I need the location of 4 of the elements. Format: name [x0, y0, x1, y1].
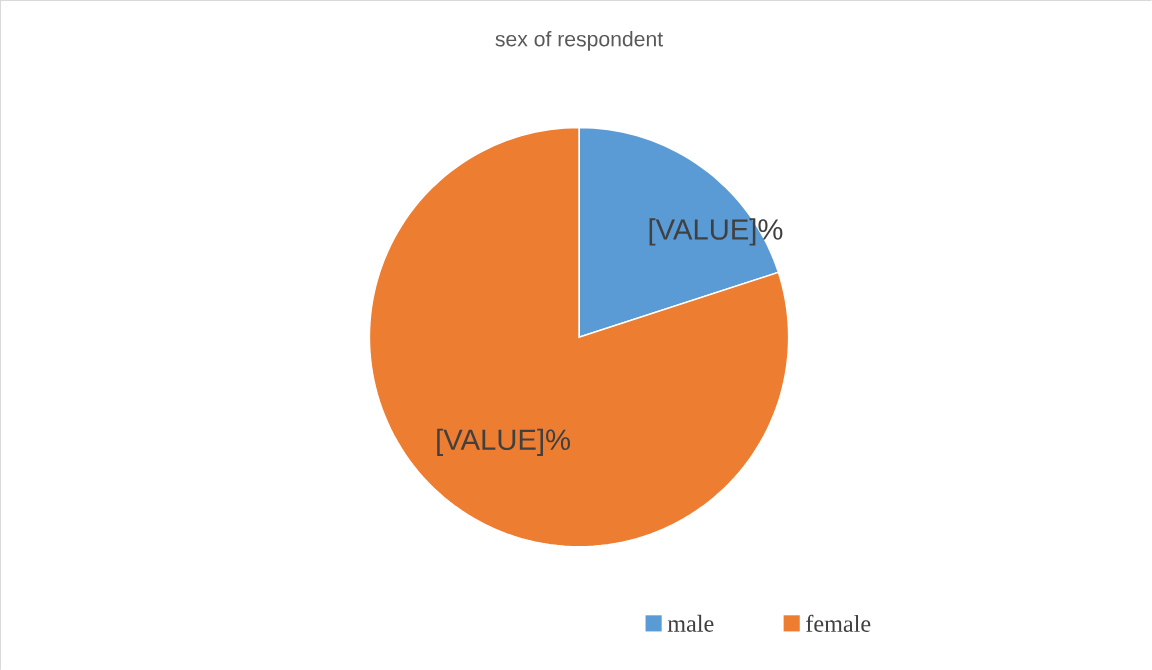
legend-label: female: [806, 614, 871, 632]
chart-title: sex of respondent: [495, 30, 663, 51]
data-label: [VALUE]%: [437, 428, 570, 456]
legend-label: male: [667, 614, 714, 632]
